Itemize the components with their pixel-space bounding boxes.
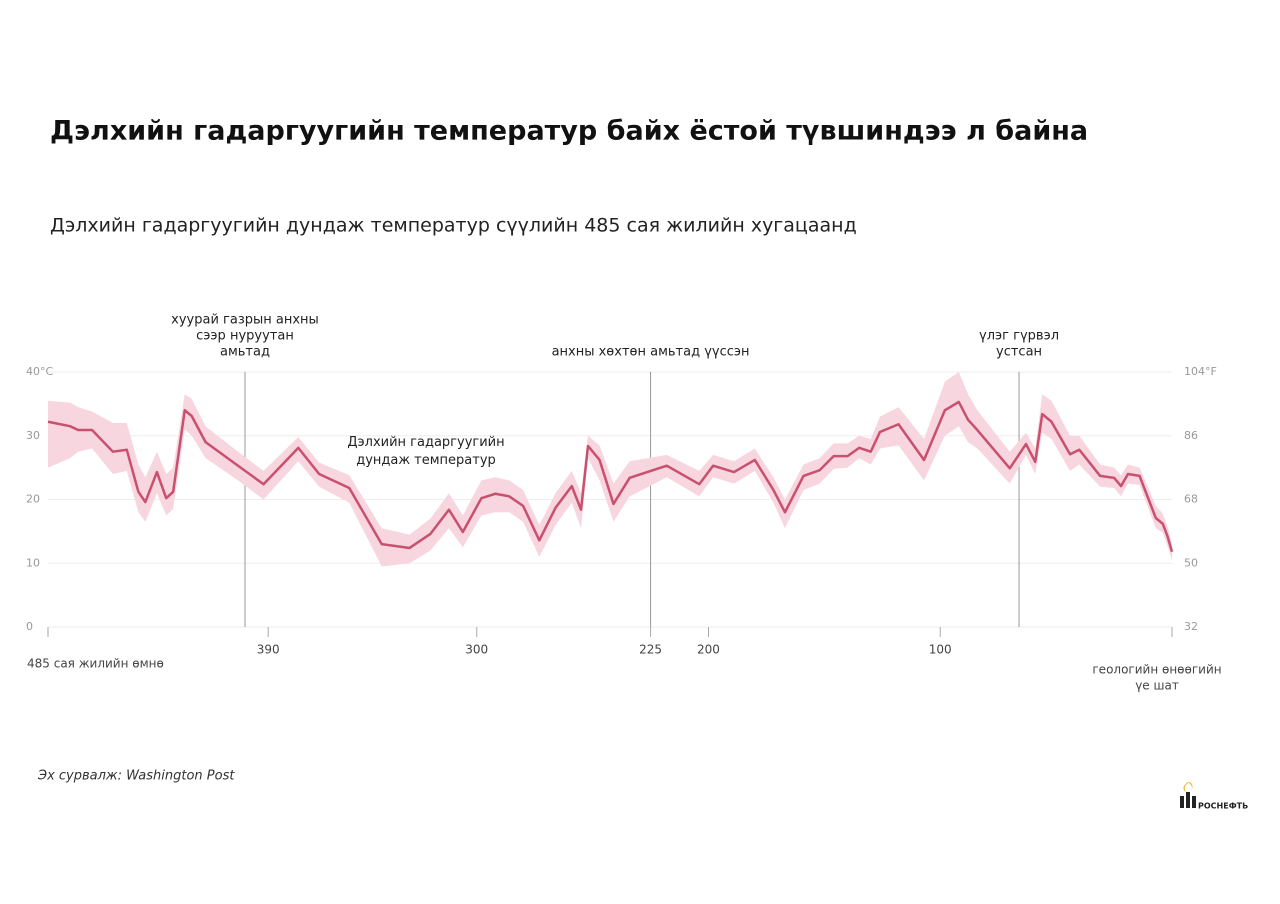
x-tick-label: 225 bbox=[639, 643, 662, 657]
line bbox=[47, 400, 1174, 553]
source: Эх сурвалж: Washington Post bbox=[37, 769, 235, 784]
y-tick-label: 10 bbox=[26, 556, 40, 569]
logo-text: РОСНЕФТЬ bbox=[1198, 802, 1248, 811]
x-tick-label: 390 bbox=[257, 643, 280, 657]
y-tick-label: 20 bbox=[26, 493, 40, 506]
y-tick-label: 0 bbox=[26, 620, 33, 633]
y-tick-label: 40°C bbox=[26, 365, 53, 378]
x-tick-label: 300 bbox=[465, 643, 488, 657]
y2-tick-label: 32 bbox=[1184, 620, 1198, 633]
annotation-text: сээр нуруутан bbox=[196, 329, 294, 344]
y2-tick-label: 68 bbox=[1184, 493, 1198, 506]
y2-tick-label: 86 bbox=[1184, 429, 1198, 442]
logo-icon bbox=[1180, 782, 1196, 808]
annotation-text: хуурай газрын анхны bbox=[171, 313, 319, 328]
x-start-label: 485 сая жилийн өмнө bbox=[27, 657, 164, 671]
series-label: Дэлхийн гадаргуугийн дундаж температур bbox=[347, 435, 504, 468]
confidence-band bbox=[48, 372, 1172, 567]
x-end-label: геологийн өнөөгийн bbox=[1092, 663, 1221, 677]
chart-title: Дэлхийн гадаргуугийн температур байх ёст… bbox=[50, 116, 1088, 147]
annotation-text: устсан bbox=[996, 345, 1042, 360]
x-tick-label: 200 bbox=[697, 643, 720, 657]
x-end-label: үе шат bbox=[1135, 679, 1179, 693]
chart-subtitle: Дэлхийн гадаргуугийн дундаж температур с… bbox=[50, 215, 857, 237]
y-tick-label: 30 bbox=[26, 429, 40, 442]
annotation-text: амьтад bbox=[220, 345, 270, 360]
y2-tick-label: 104°F bbox=[1184, 365, 1217, 378]
y2-tick-label: 50 bbox=[1184, 556, 1198, 569]
x-tick-label: 100 bbox=[929, 643, 952, 657]
annotation-text: үлэг гүрвэл bbox=[979, 329, 1059, 344]
annotation-text: анхны хөхтөн амьтад үүссэн bbox=[552, 345, 750, 360]
